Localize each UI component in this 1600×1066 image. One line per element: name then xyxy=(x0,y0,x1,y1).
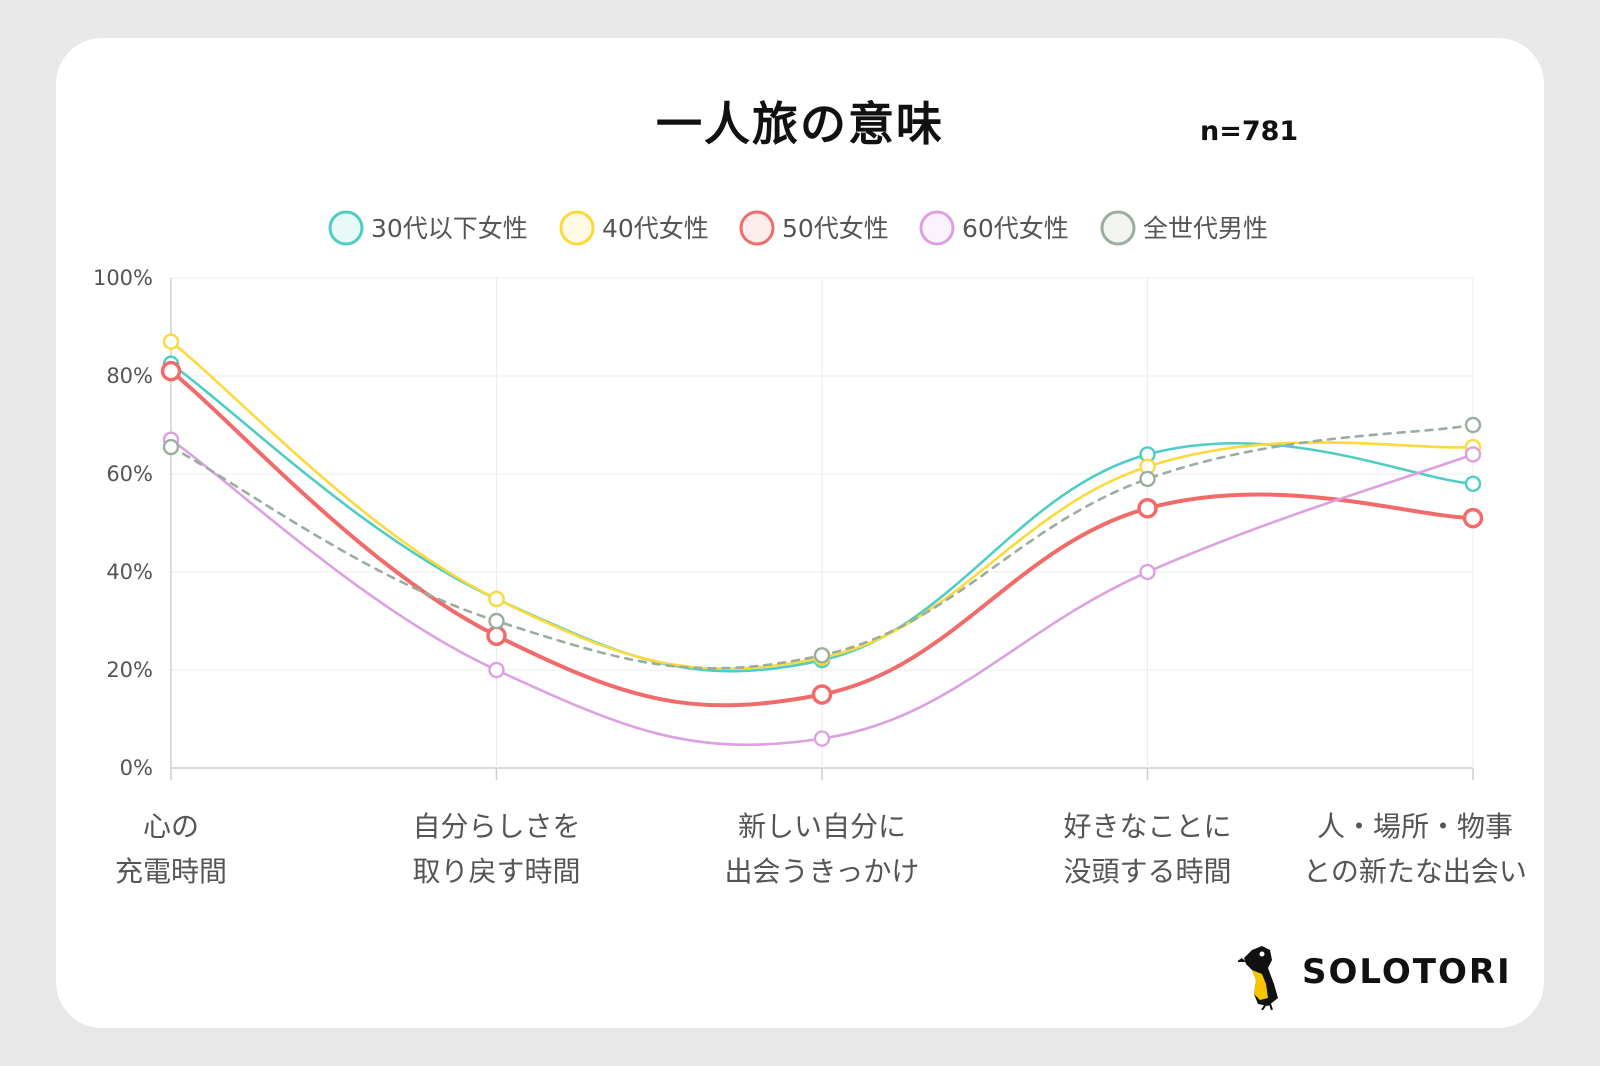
data-point[interactable] xyxy=(811,684,833,705)
data-point[interactable] xyxy=(162,438,180,456)
data-point[interactable] xyxy=(1464,416,1482,434)
brand-name: SOLOTORI xyxy=(1302,952,1512,992)
x-category-label: 取り戻す時間 xyxy=(412,855,580,888)
legend-marker[interactable] xyxy=(919,210,955,246)
y-tick-label: 60% xyxy=(106,462,153,486)
x-category-label: 人・場所・物事 xyxy=(1317,810,1513,843)
legend: 30代以下女性 40代女性 50代女性 60代女性 全世代男性 xyxy=(328,210,1268,246)
legend-label[interactable]: 50代女性 xyxy=(782,214,889,243)
data-point[interactable] xyxy=(1139,563,1156,581)
x-category-label: 好きなことに xyxy=(1063,810,1231,843)
legend-marker[interactable] xyxy=(739,210,775,246)
y-tick-label: 80% xyxy=(106,364,153,388)
data-point[interactable] xyxy=(486,625,507,646)
x-category-label: 出会うきっかけ xyxy=(725,855,920,888)
y-tick-label: 40% xyxy=(106,560,153,584)
sample-size-label: n=781 xyxy=(1200,116,1299,147)
data-point[interactable] xyxy=(488,590,505,608)
x-category-label: 心の xyxy=(143,810,199,843)
x-category-label: 自分らしさを xyxy=(412,810,580,843)
data-point[interactable] xyxy=(1139,470,1156,488)
legend-marker[interactable] xyxy=(328,210,364,246)
data-point[interactable] xyxy=(1464,446,1482,463)
data-point[interactable] xyxy=(1137,498,1158,519)
x-category-label: 充電時間 xyxy=(115,855,227,888)
y-tick-label: 20% xyxy=(106,658,153,682)
legend-marker[interactable] xyxy=(559,210,595,246)
data-point[interactable] xyxy=(1462,507,1484,529)
data-point[interactable] xyxy=(1464,475,1482,492)
y-axis: 0% 20% 40% 60% 80% 100% xyxy=(93,266,153,780)
legend-marker[interactable] xyxy=(1100,210,1136,246)
chart-title: 一人旅の意味 xyxy=(656,97,944,151)
grid xyxy=(170,277,1474,780)
y-tick-label: 0% xyxy=(120,756,153,780)
series-points xyxy=(160,333,1484,747)
y-tick-label: 100% xyxy=(93,266,153,290)
chart-card xyxy=(56,38,1544,1028)
data-point[interactable] xyxy=(162,333,180,350)
data-point[interactable] xyxy=(488,661,505,679)
legend-label[interactable]: 60代女性 xyxy=(962,214,1069,243)
x-category-label: 新しい自分に xyxy=(738,810,906,843)
solotori-bird-logo-icon xyxy=(1238,946,1278,1010)
data-point[interactable] xyxy=(813,647,831,664)
data-point[interactable] xyxy=(488,612,505,630)
x-category-label: 没頭する時間 xyxy=(1063,855,1231,888)
legend-label[interactable]: 30代以下女性 xyxy=(371,214,528,243)
data-point[interactable] xyxy=(160,360,182,382)
x-category-label: との新たな出会い xyxy=(1303,855,1527,888)
legend-label[interactable]: 全世代男性 xyxy=(1143,214,1268,243)
legend-label[interactable]: 40代女性 xyxy=(602,214,709,243)
data-point[interactable] xyxy=(813,730,831,747)
